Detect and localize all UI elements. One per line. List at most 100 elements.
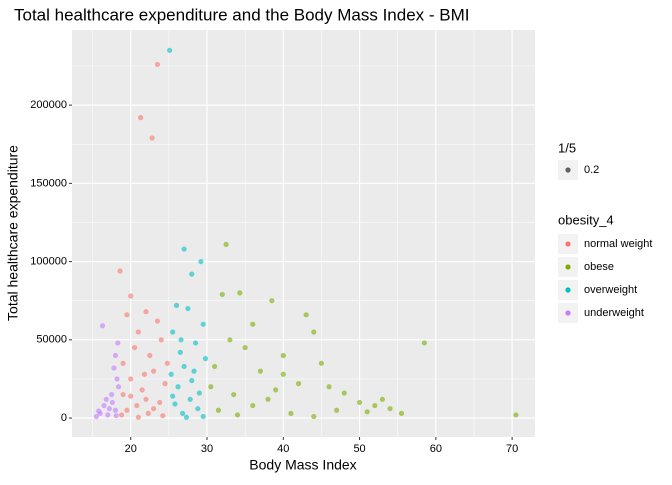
point [138,115,144,121]
point [109,399,116,406]
point [112,407,119,413]
plot-panel [72,30,535,437]
point [231,391,237,398]
point [151,368,157,374]
y-tick-label: 50000 [36,334,67,346]
point [198,258,204,265]
point [106,406,112,412]
point [170,393,176,399]
y-tick-label: 100000 [30,255,67,267]
point [212,363,218,370]
x-tick-label: 30 [201,443,213,455]
point [167,47,173,53]
point [234,412,241,418]
point [195,406,201,412]
point [219,291,225,298]
y-tick-label: 0 [61,412,67,424]
point [257,368,264,374]
point [117,268,123,274]
point [124,312,130,318]
point [93,413,100,420]
point [145,410,151,416]
point [115,340,121,346]
point [149,135,155,141]
point [141,371,148,377]
point [131,345,138,351]
point [208,384,214,390]
point [303,312,309,318]
point [180,410,186,416]
x-tick-label: 70 [506,443,518,455]
point [250,402,256,409]
point [189,377,195,384]
point [200,413,206,420]
point [101,402,107,409]
point [157,399,163,406]
point [421,340,427,346]
x-tick-label: 60 [430,443,442,455]
point [237,290,243,296]
point [120,391,126,398]
point [398,410,405,416]
point [202,356,209,362]
legend-label: overweight [584,284,637,296]
point [227,337,233,343]
point [135,329,141,335]
point [135,414,141,420]
point [513,412,519,418]
point [99,323,106,329]
point [318,360,325,366]
point [120,360,126,366]
point [164,360,170,366]
point [273,387,279,393]
point [288,410,294,416]
point [372,402,378,409]
point [181,246,187,252]
point [128,293,134,299]
point [134,402,140,409]
point [183,414,190,420]
point [158,337,164,343]
point [250,321,256,327]
point [326,384,332,390]
point [96,408,102,414]
legend-title: 1/5 [558,140,576,155]
point [109,391,115,398]
legend-label: underweight [584,307,644,319]
point [364,409,370,415]
point [187,396,193,402]
x-tick-label: 50 [353,443,365,455]
point [128,393,134,399]
point [162,381,168,387]
point [200,321,206,327]
point [223,241,229,247]
legend-key [565,167,571,173]
point [175,384,181,390]
x-axis-label: Body Mass Index [249,457,356,473]
point [341,390,347,396]
point [295,381,302,387]
point [154,61,161,68]
point [265,396,271,402]
point [311,413,317,420]
point [269,298,275,304]
point [242,345,248,351]
point [178,337,184,343]
point [143,396,149,402]
point [114,376,120,382]
legend-key [565,287,571,293]
point [181,363,187,370]
point [173,302,180,309]
legend-label: obese [584,261,614,273]
point [105,412,111,418]
point [118,412,125,418]
point [215,407,222,413]
point [143,309,149,315]
legend-label: 0.2 [584,164,599,176]
point [387,406,393,412]
point [113,413,119,419]
y-tick-label: 150000 [30,177,67,189]
point [124,407,130,413]
legend-label: normal weight [584,238,652,250]
point [189,271,195,277]
